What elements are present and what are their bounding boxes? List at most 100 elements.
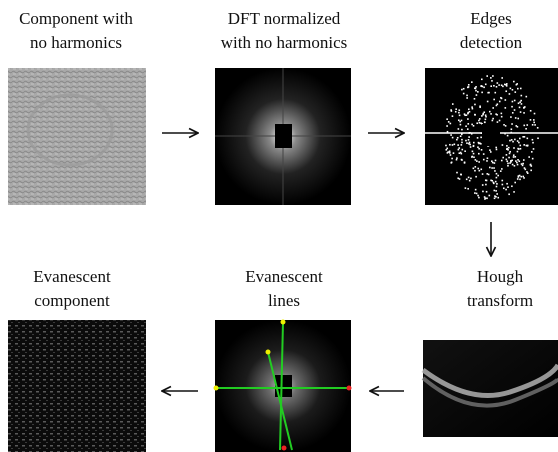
speckle (526, 145, 528, 147)
speckle (502, 184, 504, 186)
speckle (497, 121, 499, 123)
speckle (496, 86, 498, 88)
image-edges (425, 68, 558, 205)
speckle (485, 184, 487, 186)
speckle (517, 159, 519, 161)
speckle (495, 160, 497, 162)
speckle (524, 106, 526, 108)
speckle (492, 162, 494, 164)
label-line: lines (268, 291, 300, 310)
speckle (511, 106, 513, 108)
speckle (525, 128, 527, 130)
speckle (458, 109, 460, 111)
speckle (483, 111, 485, 113)
speckle (532, 142, 534, 144)
speckle (451, 158, 453, 160)
speckle (475, 166, 477, 168)
speckle (452, 103, 454, 105)
speckle (482, 86, 484, 88)
speckle (511, 123, 513, 125)
speckle (459, 152, 461, 154)
speckle (472, 108, 474, 110)
speckle (532, 158, 534, 160)
speckle (525, 169, 527, 171)
speckle (488, 174, 490, 176)
speckle (473, 145, 475, 147)
speckle (509, 93, 511, 95)
speckle (511, 185, 513, 187)
speckle (477, 168, 479, 170)
speckle (473, 168, 475, 170)
speckle (531, 151, 533, 153)
speckle (452, 115, 454, 117)
speckle (520, 111, 522, 113)
label-line: no harmonics (30, 33, 122, 52)
speckle (492, 120, 494, 122)
speckle (501, 113, 503, 115)
speckle (517, 118, 519, 120)
speckle (493, 183, 495, 185)
speckle (482, 184, 484, 186)
speckle (530, 164, 532, 166)
speckle (479, 105, 481, 107)
speckle (477, 195, 479, 197)
speckle (518, 175, 520, 177)
speckle (527, 172, 529, 174)
label-line: DFT normalized (228, 9, 341, 28)
speckle (461, 142, 463, 144)
speckle (448, 121, 450, 123)
speckle (474, 98, 476, 100)
speckle (463, 88, 465, 90)
speckle (510, 116, 512, 118)
speckle (486, 75, 488, 77)
speckle (501, 77, 503, 79)
speckle (514, 165, 516, 167)
speckle (478, 161, 480, 163)
speckle (456, 172, 458, 174)
speckle (499, 120, 501, 122)
speckle (520, 176, 522, 178)
speckle (486, 198, 488, 200)
speckle (481, 115, 483, 117)
speckle (496, 114, 498, 116)
speckle (445, 145, 447, 147)
speckle (460, 174, 462, 176)
speckle (482, 191, 484, 193)
speckle (506, 145, 508, 147)
speckle (494, 197, 496, 199)
label-line: Evanescent (33, 267, 111, 286)
speckle (461, 153, 463, 155)
speckle (477, 146, 479, 148)
label-line: Edges (470, 9, 512, 28)
speckle (502, 157, 504, 159)
speckle (513, 154, 515, 156)
speckle (512, 141, 514, 143)
speckle (490, 113, 492, 115)
speckle (469, 144, 471, 146)
speckle (456, 157, 458, 159)
speckle (494, 162, 496, 164)
image-lines (214, 320, 352, 452)
speckle (465, 140, 467, 142)
speckle (497, 197, 499, 199)
speckle (489, 167, 491, 169)
speckle (499, 101, 501, 103)
speckle (520, 88, 522, 90)
speckle (471, 124, 473, 126)
speckle (476, 160, 478, 162)
speckle (528, 156, 530, 158)
speckle (497, 103, 499, 105)
speckle (491, 80, 493, 82)
speckle (514, 109, 516, 111)
speckle (495, 147, 497, 149)
speckle (459, 178, 461, 180)
speckle (452, 144, 454, 146)
speckle (504, 133, 506, 135)
speckle (457, 137, 459, 139)
speckle (489, 111, 491, 113)
speckle (500, 97, 502, 99)
speckle (523, 159, 525, 161)
speckle (532, 139, 534, 141)
speckle (489, 149, 491, 151)
speckle (474, 114, 476, 116)
